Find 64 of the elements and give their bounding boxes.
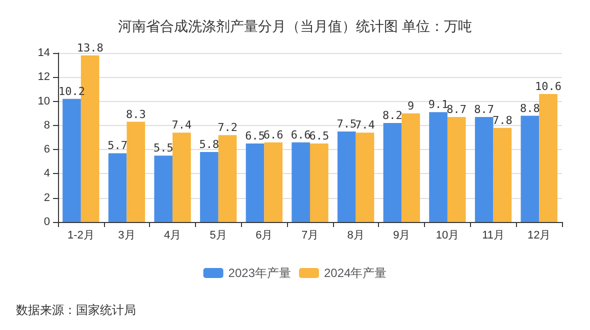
data-label: 6.5 [309, 130, 330, 143]
data-label: 8.7 [446, 102, 467, 116]
y-tick-label: 2 [44, 192, 50, 204]
data-label: 5.8 [199, 138, 220, 151]
data-label: 5.7 [108, 139, 128, 152]
data-label: 7.8 [492, 114, 512, 127]
y-tick-label: 8 [44, 119, 50, 132]
data-label: 9.1 [428, 98, 448, 112]
y-tick-label: 6 [44, 144, 50, 156]
bar [539, 94, 558, 222]
data-label: 8.3 [126, 108, 146, 121]
data-label: 8.2 [382, 109, 402, 122]
bar [402, 113, 420, 222]
y-tick-label: 10 [38, 95, 50, 108]
data-label: 8.7 [474, 102, 494, 116]
bar [154, 156, 173, 222]
x-tick-label: 11月 [482, 230, 504, 242]
data-label: 13.8 [76, 41, 104, 54]
y-tick-label: 4 [44, 168, 50, 180]
x-tick-label: 7月 [301, 230, 319, 242]
data-label: 7.4 [172, 118, 192, 132]
x-tick-label: 4月 [164, 230, 182, 242]
legend-label: 2023年产量 [228, 266, 292, 280]
bar [493, 128, 512, 222]
data-label: 6.6 [263, 128, 284, 142]
source-note: 数据来源：国家统计局 [16, 303, 136, 317]
x-tick-label: 3月 [118, 230, 136, 242]
chart-title: 河南省合成洗涤剂产量分月（当月值）统计图 单位：万吨 [118, 18, 472, 34]
data-label: 6.6 [290, 128, 311, 142]
x-tick-label: 12月 [527, 230, 551, 242]
bar [62, 98, 81, 222]
bar [172, 132, 191, 222]
x-tick-label: 5月 [210, 230, 227, 242]
bar [337, 131, 356, 222]
bar [356, 132, 374, 222]
bar [520, 116, 540, 222]
bar [447, 116, 466, 222]
bar [108, 153, 127, 222]
data-label: 6.5 [245, 130, 265, 143]
x-tick-label: 1-2月 [67, 230, 94, 242]
data-label: 7.5 [336, 117, 357, 130]
bar [200, 152, 218, 222]
x-tick-label: 10月 [436, 230, 460, 242]
data-label: 9 [407, 99, 414, 112]
bar [264, 142, 283, 222]
bar [292, 142, 310, 222]
y-tick-label: 14 [38, 47, 50, 59]
bar [474, 116, 494, 222]
x-tick-label: 8月 [347, 230, 364, 242]
x-tick-label: 6月 [256, 230, 273, 242]
data-label: 10.6 [535, 80, 562, 94]
data-label: 5.5 [153, 142, 174, 155]
legend-label: 2024年产量 [324, 266, 387, 280]
bar [429, 112, 448, 222]
bar [310, 144, 328, 222]
y-tick-label: 12 [38, 71, 50, 84]
bar [218, 135, 237, 222]
bar [383, 123, 402, 222]
data-label: 7.2 [218, 121, 238, 134]
bar [246, 144, 264, 222]
y-tick-label: 0 [44, 216, 50, 228]
x-tick-label: 9月 [393, 230, 410, 242]
bar [126, 122, 146, 222]
data-label: 7.4 [355, 118, 376, 132]
